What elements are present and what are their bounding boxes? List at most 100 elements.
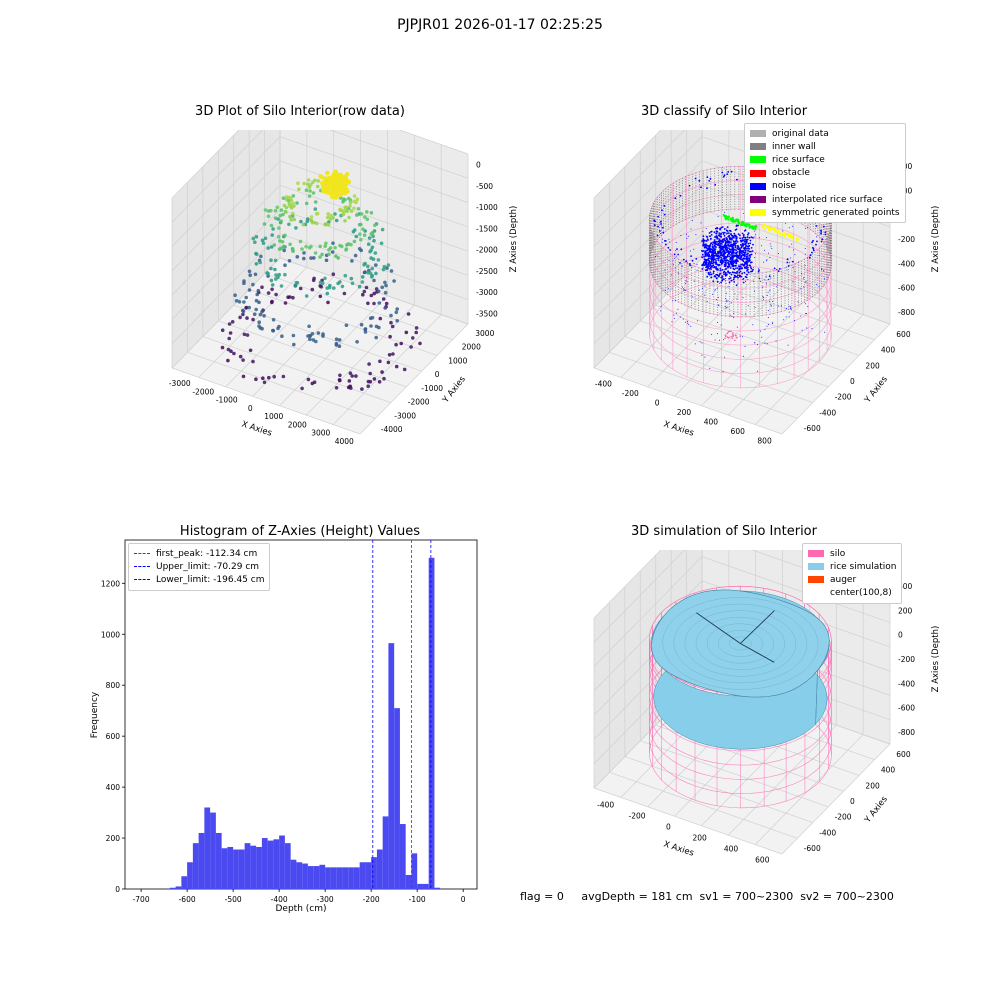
noise-point — [760, 330, 761, 332]
data-point — [346, 242, 351, 246]
noise-point — [671, 321, 673, 323]
data-point — [314, 339, 318, 344]
data-point — [324, 241, 328, 246]
noise-point — [744, 236, 747, 239]
noise-point — [694, 177, 697, 180]
data-point — [387, 353, 392, 357]
noise-point — [713, 258, 716, 261]
data-point — [386, 263, 391, 267]
noise-point — [673, 317, 675, 319]
noise-point — [717, 240, 720, 243]
data-point — [340, 244, 344, 249]
noise-point — [734, 272, 737, 274]
noise-point — [771, 323, 773, 324]
legend-item: inner wall — [750, 140, 900, 153]
legend-item: original data — [750, 127, 900, 140]
noise-point — [745, 256, 748, 259]
panel1-title: 3D Plot of Silo Interior(row data) — [195, 104, 405, 119]
data-point — [290, 248, 295, 252]
data-point — [237, 300, 242, 304]
z-tick-label: -500 — [476, 182, 493, 191]
noise-point — [721, 248, 724, 251]
noise-point — [703, 255, 705, 258]
noise-point — [735, 262, 737, 265]
data-point — [287, 201, 291, 206]
data-point — [262, 222, 267, 226]
y-tick-label: 200 — [865, 781, 880, 790]
data-point — [350, 374, 354, 378]
data-point — [278, 239, 282, 243]
noise-point — [723, 228, 726, 230]
noise-point — [780, 305, 782, 307]
noise-point — [719, 261, 722, 264]
noise-point — [738, 267, 741, 270]
noise-point — [720, 235, 723, 238]
noise-point — [729, 261, 732, 264]
data-point — [300, 386, 304, 391]
noise-point — [711, 253, 714, 256]
noise-point — [710, 268, 712, 270]
data-point — [227, 322, 232, 326]
panel3-title: Histogram of Z-Axies (Height) Values — [179, 524, 421, 539]
noise-point — [739, 270, 742, 273]
data-point — [384, 283, 388, 288]
noise-point — [732, 262, 735, 265]
data-point — [357, 284, 362, 289]
noise-point — [712, 256, 714, 259]
data-point — [369, 248, 373, 252]
histogram-bar — [336, 867, 343, 889]
data-point — [275, 205, 280, 210]
noise-point — [714, 244, 716, 247]
noise-point — [761, 336, 763, 338]
data-point — [302, 181, 306, 186]
noise-point — [762, 296, 764, 297]
noise-point — [721, 259, 724, 262]
data-point — [360, 387, 364, 391]
noise-point — [748, 248, 751, 250]
histogram-bar — [256, 846, 262, 889]
data-point — [355, 197, 360, 202]
data-point — [414, 326, 419, 330]
noise-point — [757, 370, 759, 372]
legend-item: center(100,8) — [808, 587, 896, 600]
data-point — [260, 238, 265, 243]
noise-point — [792, 281, 794, 283]
x-tick-label: 3000 — [311, 429, 330, 438]
data-point — [234, 299, 239, 303]
data-point — [364, 285, 369, 290]
noise-point — [659, 220, 662, 223]
noise-point — [738, 257, 740, 259]
noise-point — [710, 273, 713, 276]
y-axis-label: Y Axies — [862, 374, 890, 406]
noise-point — [656, 234, 659, 237]
legend-label: center(100,8) — [830, 588, 892, 599]
data-point — [372, 377, 377, 381]
noise-point — [701, 253, 704, 256]
noise-point — [702, 231, 704, 233]
symmetric-point — [789, 235, 792, 238]
surface-mesh-line — [684, 610, 797, 677]
data-point — [254, 235, 259, 239]
legend-swatch — [750, 209, 766, 217]
noise-point — [707, 251, 710, 254]
noise-point — [701, 240, 703, 242]
noise-point — [681, 265, 683, 267]
noise-point — [735, 264, 737, 267]
noise-point — [818, 286, 820, 288]
noise-point — [736, 267, 739, 269]
noise-point — [736, 298, 738, 300]
y-tick-label: -600 — [804, 844, 821, 853]
noise-point — [737, 233, 740, 236]
histogram-bar — [290, 859, 297, 889]
z-tick-label: 0 — [476, 161, 481, 170]
noise-point — [700, 186, 702, 189]
noise-point — [713, 239, 716, 241]
data-point — [251, 282, 255, 287]
noise-point — [705, 228, 707, 229]
noise-point — [706, 247, 708, 250]
noise-point — [703, 250, 705, 252]
histogram-bar — [175, 886, 182, 889]
x-tick-label: 1000 — [264, 412, 283, 421]
data-point — [281, 374, 286, 379]
noise-point — [762, 286, 764, 288]
